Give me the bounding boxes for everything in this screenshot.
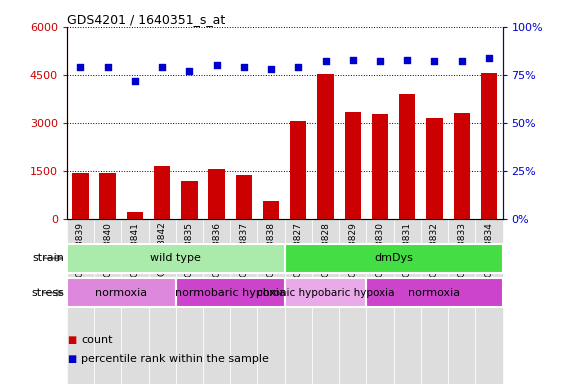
FancyBboxPatch shape bbox=[121, 219, 149, 384]
Text: count: count bbox=[81, 335, 113, 345]
Bar bbox=[426, 118, 443, 219]
Bar bbox=[181, 181, 198, 219]
Text: ■: ■ bbox=[67, 354, 76, 364]
Point bbox=[457, 58, 467, 65]
Bar bbox=[209, 169, 225, 219]
Bar bbox=[367, 278, 503, 307]
Bar bbox=[99, 173, 116, 219]
Text: strain: strain bbox=[32, 253, 64, 263]
Bar bbox=[372, 114, 388, 219]
Point bbox=[103, 64, 112, 70]
Text: normoxia: normoxia bbox=[408, 288, 461, 298]
Bar bbox=[290, 121, 307, 219]
Point bbox=[130, 78, 139, 84]
Text: stress: stress bbox=[31, 288, 64, 298]
FancyBboxPatch shape bbox=[149, 219, 175, 384]
Bar bbox=[72, 173, 89, 219]
FancyBboxPatch shape bbox=[175, 219, 203, 384]
Bar bbox=[285, 278, 367, 307]
Point bbox=[403, 56, 412, 63]
FancyBboxPatch shape bbox=[94, 219, 121, 384]
Bar bbox=[127, 212, 143, 219]
Point bbox=[293, 64, 303, 70]
Point bbox=[76, 64, 85, 70]
Text: wild type: wild type bbox=[150, 253, 201, 263]
Text: percentile rank within the sample: percentile rank within the sample bbox=[81, 354, 269, 364]
FancyBboxPatch shape bbox=[394, 219, 421, 384]
FancyBboxPatch shape bbox=[475, 219, 503, 384]
Bar bbox=[236, 175, 252, 219]
Bar bbox=[263, 200, 279, 219]
Bar bbox=[154, 166, 170, 219]
Point bbox=[239, 64, 249, 70]
FancyBboxPatch shape bbox=[312, 219, 339, 384]
Text: GDS4201 / 1640351_s_at: GDS4201 / 1640351_s_at bbox=[67, 13, 225, 26]
FancyBboxPatch shape bbox=[421, 219, 448, 384]
FancyBboxPatch shape bbox=[285, 219, 312, 384]
Text: ■: ■ bbox=[67, 335, 76, 345]
Bar bbox=[317, 74, 333, 219]
FancyBboxPatch shape bbox=[203, 219, 230, 384]
Bar bbox=[175, 278, 285, 307]
Text: chronic hypobaric hypoxia: chronic hypobaric hypoxia bbox=[257, 288, 394, 298]
FancyBboxPatch shape bbox=[339, 219, 367, 384]
Point bbox=[485, 55, 494, 61]
Bar bbox=[399, 94, 415, 219]
Point bbox=[321, 58, 330, 65]
FancyBboxPatch shape bbox=[257, 219, 285, 384]
Bar bbox=[345, 112, 361, 219]
FancyBboxPatch shape bbox=[367, 219, 394, 384]
Point bbox=[348, 56, 357, 63]
Bar bbox=[454, 113, 470, 219]
Point bbox=[375, 58, 385, 65]
Text: normobaric hypoxia: normobaric hypoxia bbox=[175, 288, 286, 298]
Point bbox=[185, 68, 194, 74]
FancyBboxPatch shape bbox=[67, 219, 94, 384]
Point bbox=[212, 62, 221, 68]
Bar bbox=[481, 73, 497, 219]
FancyBboxPatch shape bbox=[230, 219, 257, 384]
Bar bbox=[67, 278, 175, 307]
Text: normoxia: normoxia bbox=[95, 288, 148, 298]
Point bbox=[267, 66, 276, 72]
Bar bbox=[67, 244, 285, 273]
FancyBboxPatch shape bbox=[448, 219, 475, 384]
Text: dmDys: dmDys bbox=[374, 253, 413, 263]
Point bbox=[157, 64, 167, 70]
Point bbox=[430, 58, 439, 65]
Bar bbox=[285, 244, 503, 273]
